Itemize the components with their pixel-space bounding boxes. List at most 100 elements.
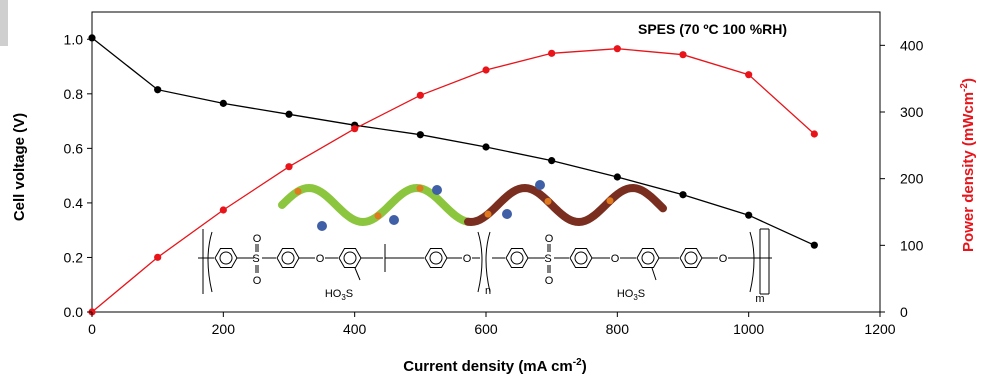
y-tick-label: 0.2	[64, 249, 84, 265]
y2-tick-label: 300	[900, 104, 924, 120]
power-point	[351, 125, 359, 133]
ether-o-label: O	[611, 253, 620, 265]
ether-o-label: O	[463, 253, 472, 265]
bracket-left	[485, 231, 491, 293]
aromatic-circle	[574, 251, 588, 265]
y2-tick-label: 0	[900, 304, 908, 320]
chain-joint	[606, 197, 614, 205]
sulfonic-group-sphere	[432, 185, 442, 195]
y-tick-label: 0.0	[64, 304, 84, 320]
corner-mark	[0, 0, 8, 46]
aromatic-circle	[219, 251, 233, 265]
benzene-ring	[679, 248, 703, 268]
voltage-point	[548, 157, 556, 165]
ether-o-label: O	[316, 253, 325, 265]
power-point	[285, 163, 293, 171]
x-axis-title: Current density (mA cm-2)	[403, 357, 586, 375]
sulfonyl-o-label: O	[253, 275, 262, 287]
sulfonated-ring	[338, 248, 362, 268]
voltage-point	[810, 241, 818, 249]
bracket-right	[477, 231, 483, 293]
ticks-layer: 0 200 400 600 800 1000 1200 0.0 0.2 0.4 0.6 0.8 1.0 0…	[64, 31, 924, 337]
power-point	[416, 91, 424, 99]
x-tick-label: 800	[606, 321, 630, 337]
voltage-point	[613, 173, 621, 181]
power-point	[745, 71, 753, 79]
y2-axis-title: Power density (mWcm-2)	[959, 78, 977, 252]
y-tick-label: 0.4	[64, 195, 84, 211]
voltage-point	[679, 191, 687, 199]
chain-joint	[484, 210, 492, 218]
chemical-structure	[198, 228, 772, 295]
y-tick-label: 1.0	[64, 31, 84, 47]
bracket-left	[207, 231, 213, 293]
voltage-point	[285, 110, 293, 118]
chain-joint	[544, 197, 552, 205]
voltage-point	[219, 99, 227, 107]
sulfonyl-o-label: O	[545, 275, 554, 287]
power-point	[679, 51, 687, 59]
aromatic-circle	[510, 251, 524, 265]
sulfonyl-o-label: O	[253, 233, 262, 245]
ho3s-label: HO3S	[325, 288, 353, 302]
power-point	[482, 66, 490, 74]
x-tick-label: 200	[212, 321, 236, 337]
power-point	[613, 45, 621, 53]
sulfonic-group-sphere	[535, 180, 545, 190]
y-tick-label: 0.6	[64, 140, 84, 156]
chain-joint	[294, 187, 302, 195]
benzene-ring	[214, 248, 238, 268]
x-tick-label: 1000	[733, 321, 764, 337]
subscript-n-label: n	[485, 285, 491, 297]
bracket-right	[749, 231, 755, 293]
ether-o-label: O	[719, 253, 728, 265]
subscript-m-label: m	[755, 293, 764, 305]
voltage-point	[745, 211, 753, 219]
power-point	[548, 49, 556, 57]
aromatic-circle	[641, 251, 655, 265]
benzene-ring	[276, 248, 300, 268]
ho3s-label: HO3S	[617, 288, 645, 302]
chain-joint	[374, 212, 382, 220]
voltage-point	[482, 143, 490, 151]
hydrophobic-segment	[278, 183, 472, 227]
bond	[354, 267, 361, 281]
aromatic-circle	[429, 251, 443, 265]
power-point	[219, 206, 227, 214]
power-point	[810, 130, 818, 138]
x-tick-label: 1200	[864, 321, 895, 337]
chain-joint	[416, 184, 424, 192]
aromatic-circle	[684, 251, 698, 265]
series-layer	[88, 34, 818, 316]
benzene-ring	[569, 248, 593, 268]
x-tick-label: 600	[474, 321, 498, 337]
bond	[651, 267, 657, 281]
voltage-point	[88, 34, 96, 42]
sulfonyl-s-label: S	[252, 253, 259, 265]
chart-title: SPES (70 ºC 100 %RH)	[638, 21, 787, 37]
sulfonic-group-sphere	[389, 215, 399, 225]
power-point	[154, 253, 162, 261]
aromatic-circle	[343, 251, 357, 265]
x-tick-label: 0	[88, 321, 96, 337]
aromatic-circle	[281, 251, 295, 265]
y-axis-title: Cell voltage (V)	[11, 113, 28, 221]
power-line	[91, 48, 815, 313]
voltage-point	[154, 86, 162, 94]
benzene-ring	[505, 248, 529, 268]
sulfonated-ring	[636, 248, 660, 268]
hydrophilic-segment	[464, 183, 667, 227]
voltage-point	[416, 131, 424, 139]
sulfonyl-s-label: S	[544, 253, 551, 265]
sulfonic-group-sphere	[502, 209, 512, 219]
y2-tick-label: 100	[900, 237, 924, 253]
benzene-ring	[424, 248, 448, 268]
x-tick-label: 400	[343, 321, 367, 337]
voltage-line	[91, 37, 815, 246]
y2-tick-label: 400	[900, 37, 924, 53]
sulfonyl-o-label: O	[545, 233, 554, 245]
y-tick-label: 0.8	[64, 86, 84, 102]
